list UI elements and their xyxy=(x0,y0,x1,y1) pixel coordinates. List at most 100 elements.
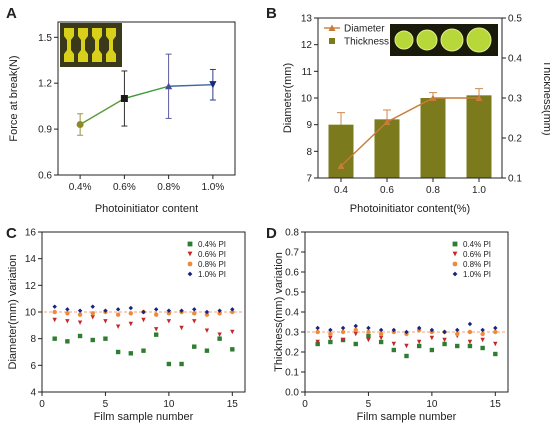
data-point xyxy=(115,324,121,329)
legend-marker xyxy=(187,271,193,277)
data-point xyxy=(328,327,333,333)
dogbone-specimen xyxy=(106,28,116,62)
data-point xyxy=(128,311,134,316)
data-point xyxy=(404,329,409,335)
x-tick-label: 0.6 xyxy=(380,185,394,196)
legend-label: 0.4% PI xyxy=(198,240,226,249)
data-point xyxy=(103,336,108,341)
data-point xyxy=(217,336,222,341)
data-point xyxy=(153,332,159,337)
legend-label: 1.0% PI xyxy=(463,270,491,279)
data-point xyxy=(90,311,95,316)
panel-label: A xyxy=(6,5,17,22)
thickness-point xyxy=(383,118,391,125)
y2-tick-label: 0.2 xyxy=(508,134,522,145)
data-point xyxy=(442,341,447,347)
y-tick-label: 10 xyxy=(301,94,313,105)
y-tick-label: 6 xyxy=(30,361,36,372)
x-axis-label: Photoinitiator content(%) xyxy=(350,203,470,215)
data-point xyxy=(141,317,146,323)
data-point xyxy=(378,335,384,341)
y-tick-label: 13 xyxy=(301,14,313,25)
data-point xyxy=(455,343,460,349)
dogbone-specimen xyxy=(78,28,88,62)
data-point xyxy=(391,347,397,353)
x-tick-label: 0.6% xyxy=(113,182,136,193)
data-point xyxy=(340,325,346,331)
data-point xyxy=(165,82,173,90)
panel-a-photo xyxy=(60,23,122,67)
x-tick-label: 0 xyxy=(39,399,45,410)
data-point xyxy=(65,307,70,312)
legend-marker xyxy=(187,241,193,247)
y-tick-label: 0.5 xyxy=(285,288,299,299)
y-tick-label: 7 xyxy=(306,174,312,185)
data-point xyxy=(217,308,222,313)
legend-marker xyxy=(329,38,335,44)
y-tick-label: 0.7 xyxy=(285,248,299,259)
y-tick-label: 8 xyxy=(306,147,312,158)
y-tick-label: 10 xyxy=(25,308,37,319)
data-point xyxy=(153,307,159,312)
data-point xyxy=(429,327,435,333)
data-point xyxy=(416,343,422,349)
y2-tick-label: 0.3 xyxy=(508,94,522,105)
data-point xyxy=(217,332,222,337)
data-point xyxy=(77,312,83,317)
y-tick-label: 0.6 xyxy=(285,268,299,279)
data-point xyxy=(77,333,83,339)
data-point xyxy=(217,311,222,316)
y-tick-label: 16 xyxy=(25,228,37,239)
legend-label: 0.6% PI xyxy=(198,250,226,259)
legend-marker xyxy=(452,241,458,247)
y-tick-label: 11 xyxy=(302,67,313,78)
x-tick-label: 0.8 xyxy=(426,185,440,196)
series-line-segment xyxy=(124,85,169,100)
data-point xyxy=(378,331,384,337)
data-point xyxy=(416,339,422,345)
data-point xyxy=(103,308,108,313)
data-point xyxy=(166,311,172,316)
data-point xyxy=(204,312,210,317)
diameter-bar xyxy=(328,124,354,178)
x-tick-label: 0.4% xyxy=(69,182,92,193)
data-point xyxy=(128,351,134,356)
data-point xyxy=(493,329,498,335)
x-tick-label: 10 xyxy=(163,399,175,410)
y-tick-label: 0.3 xyxy=(285,328,299,339)
data-point xyxy=(328,331,333,337)
legend-marker xyxy=(452,251,458,257)
legend-label: 0.8% PI xyxy=(463,260,491,269)
data-point xyxy=(128,305,134,311)
data-point xyxy=(204,309,210,315)
y-tick-label: 4 xyxy=(30,388,36,399)
x-tick-label: 5 xyxy=(103,399,109,410)
y-tick-label: 1.5 xyxy=(38,33,52,44)
legend-marker xyxy=(452,271,458,277)
x-tick-label: 10 xyxy=(426,399,438,410)
data-point xyxy=(340,329,346,335)
data-point xyxy=(493,341,498,347)
data-point xyxy=(179,308,184,313)
data-point xyxy=(467,329,473,335)
data-point xyxy=(416,325,422,331)
data-point xyxy=(141,309,146,315)
panel-a-axes xyxy=(57,21,236,176)
data-point xyxy=(366,333,371,339)
diameter-bar xyxy=(374,119,400,178)
data-point xyxy=(230,309,235,315)
x-tick-label: 5 xyxy=(366,399,372,410)
panel-label: B xyxy=(266,5,277,22)
x-tick-label: 15 xyxy=(227,399,239,410)
data-point xyxy=(315,325,320,331)
y-tick-label: 0.8 xyxy=(285,228,299,239)
y2-tick-label: 0.1 xyxy=(508,174,522,185)
data-point xyxy=(166,319,172,324)
data-point xyxy=(493,351,498,357)
data-point xyxy=(442,329,447,335)
data-point xyxy=(192,319,197,324)
data-point xyxy=(230,347,235,352)
series-line-segment xyxy=(79,97,125,126)
y-tick-label: 0.9 xyxy=(38,125,52,136)
y-tick-label: 0.0 xyxy=(285,388,299,399)
